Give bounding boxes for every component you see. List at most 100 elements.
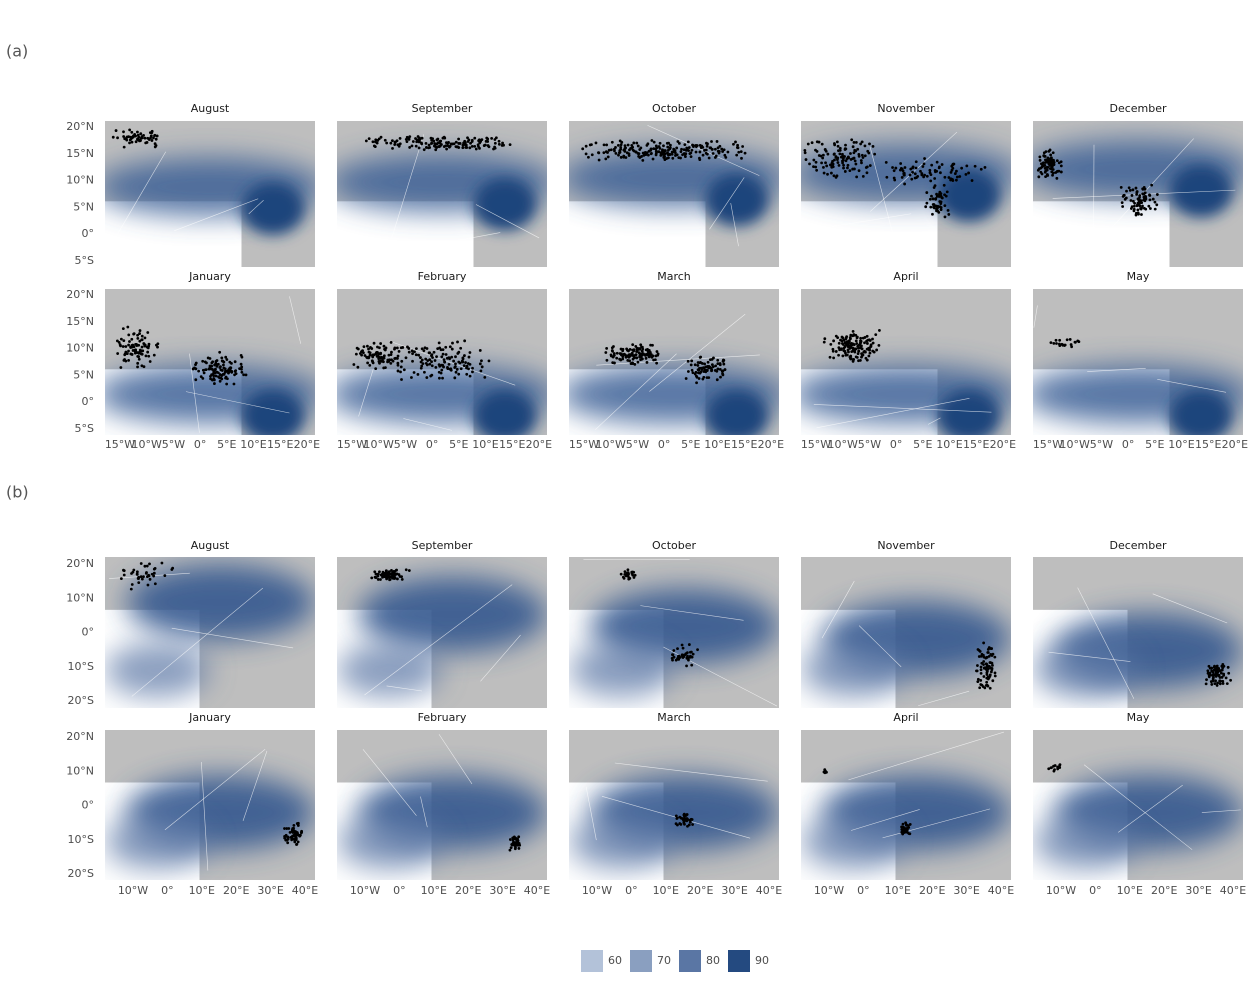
occurrence-point xyxy=(441,376,444,380)
occurrence-point xyxy=(1036,168,1040,172)
occurrence-point xyxy=(716,362,720,366)
y-tick-label: 10°N xyxy=(66,174,94,187)
occurrence-point xyxy=(661,148,664,152)
occurrence-point xyxy=(718,363,722,367)
occurrence-point xyxy=(148,577,152,581)
occurrence-point xyxy=(1221,679,1225,683)
map-body xyxy=(801,557,1011,708)
occurrence-point xyxy=(410,376,413,379)
rain-ocean xyxy=(337,815,442,870)
occurrence-point xyxy=(904,821,908,825)
occurrence-point xyxy=(229,366,233,370)
occurrence-point xyxy=(124,345,128,348)
occurrence-point xyxy=(985,683,989,687)
occurrence-point xyxy=(136,137,139,141)
occurrence-point xyxy=(849,344,853,348)
occurrence-point xyxy=(400,577,404,581)
occurrence-point xyxy=(929,205,933,209)
occurrence-point xyxy=(689,363,693,367)
occurrence-point xyxy=(1055,176,1059,180)
occurrence-point xyxy=(379,342,383,345)
occurrence-point xyxy=(125,135,129,139)
occurrence-point xyxy=(705,144,709,148)
occurrence-point xyxy=(483,375,487,379)
occurrence-point xyxy=(983,166,987,169)
occurrence-point xyxy=(128,340,131,343)
occurrence-point xyxy=(153,142,157,146)
occurrence-point xyxy=(606,155,610,159)
occurrence-point xyxy=(407,569,411,572)
occurrence-point xyxy=(856,352,860,355)
occurrence-point xyxy=(457,372,461,376)
occurrence-point xyxy=(985,680,989,684)
occurrence-point xyxy=(622,576,626,580)
occurrence-point xyxy=(651,157,655,161)
occurrence-point xyxy=(856,147,860,151)
occurrence-point xyxy=(450,355,454,359)
occurrence-point xyxy=(973,164,977,168)
occurrence-point xyxy=(1141,204,1144,208)
occurrence-point xyxy=(913,172,917,176)
occurrence-point xyxy=(901,822,905,826)
occurrence-point xyxy=(718,144,722,148)
occurrence-point xyxy=(1051,173,1054,177)
occurrence-point xyxy=(865,171,869,175)
occurrence-point xyxy=(605,143,609,147)
occurrence-point xyxy=(206,356,210,360)
rain-ocean xyxy=(337,643,442,698)
occurrence-point xyxy=(691,371,695,375)
occurrence-point xyxy=(697,377,701,380)
occurrence-point xyxy=(675,817,679,820)
occurrence-point xyxy=(1216,673,1220,677)
occurrence-point xyxy=(396,363,400,367)
legend-label: 80 xyxy=(706,954,720,967)
occurrence-point xyxy=(937,210,941,214)
occurrence-point xyxy=(430,373,434,377)
occurrence-point xyxy=(295,842,299,846)
occurrence-point xyxy=(914,160,918,164)
occurrence-point xyxy=(831,349,835,353)
x-tick-label: 10°W xyxy=(132,438,162,451)
map-body xyxy=(569,730,779,880)
occurrence-point xyxy=(434,148,438,152)
occurrence-point xyxy=(416,135,420,138)
occurrence-point xyxy=(847,339,851,343)
occurrence-point xyxy=(937,195,941,198)
occurrence-point xyxy=(486,137,490,141)
occurrence-point xyxy=(635,347,639,351)
occurrence-point xyxy=(374,367,378,371)
occurrence-point xyxy=(417,146,421,150)
occurrence-point xyxy=(467,367,470,371)
x-tick-label: 0° xyxy=(857,884,870,897)
occurrence-point xyxy=(234,369,238,372)
occurrence-point xyxy=(478,141,482,145)
border xyxy=(362,749,417,816)
occurrence-point xyxy=(233,373,236,377)
occurrence-point xyxy=(1210,683,1214,686)
map-body xyxy=(105,557,315,708)
occurrence-point xyxy=(453,365,457,369)
occurrence-point xyxy=(602,143,606,147)
occurrence-point xyxy=(678,815,682,819)
x-tick-label: 15°W xyxy=(105,438,135,451)
occurrence-point xyxy=(837,341,841,345)
occurrence-point xyxy=(480,365,484,369)
occurrence-point xyxy=(619,347,623,351)
occurrence-point xyxy=(376,578,380,581)
occurrence-point xyxy=(925,191,929,194)
occurrence-point xyxy=(697,368,701,372)
x-tick-label: 10°W xyxy=(596,438,626,451)
border xyxy=(640,605,744,621)
occurrence-point xyxy=(951,166,955,170)
occurrence-point xyxy=(150,139,154,142)
month-title: January xyxy=(188,711,231,724)
border xyxy=(1087,368,1146,372)
occurrence-point xyxy=(652,140,656,144)
x-tick-label: 10°E xyxy=(936,438,962,451)
occurrence-point xyxy=(214,374,218,378)
y-tick-label: 0° xyxy=(82,227,95,240)
occurrence-point xyxy=(129,587,133,591)
occurrence-point xyxy=(436,347,440,351)
occurrence-point xyxy=(834,350,838,353)
occurrence-point xyxy=(462,364,466,368)
